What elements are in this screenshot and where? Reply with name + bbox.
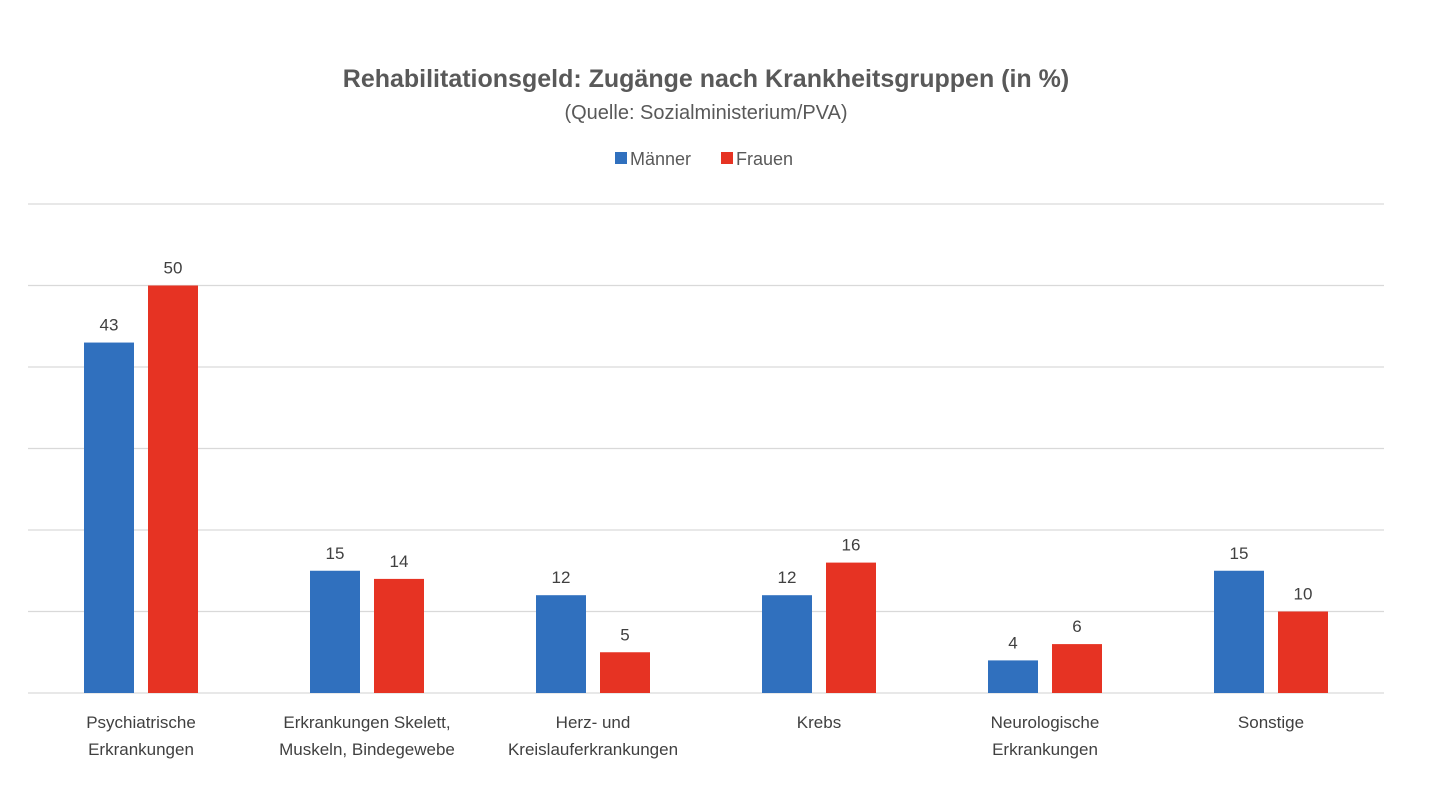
bar-frauen-0 bbox=[148, 285, 198, 693]
bar-männer-2 bbox=[536, 595, 586, 693]
data-label: 4 bbox=[1008, 633, 1017, 652]
category-label: Psychiatrische bbox=[86, 713, 196, 732]
legend-item-männer: Männer bbox=[615, 149, 691, 169]
data-label: 43 bbox=[100, 316, 119, 335]
data-label: 14 bbox=[390, 552, 409, 571]
category-label: Erkrankungen bbox=[88, 740, 194, 759]
category-label: Sonstige bbox=[1238, 713, 1304, 732]
data-label: 5 bbox=[620, 625, 629, 644]
data-label: 10 bbox=[1294, 585, 1313, 604]
gridlines bbox=[28, 203, 1384, 694]
category-label: Erkrankungen bbox=[992, 740, 1098, 759]
bar-männer-1 bbox=[310, 570, 360, 693]
bar-männer-0 bbox=[84, 342, 134, 693]
bar-frauen-4 bbox=[1052, 644, 1102, 693]
legend-swatch bbox=[615, 152, 627, 164]
bar-frauen-5 bbox=[1278, 611, 1328, 693]
category-label: Herz- und bbox=[556, 713, 631, 732]
category-label: Neurologische bbox=[991, 713, 1100, 732]
data-label: 15 bbox=[1230, 544, 1249, 563]
bar-frauen-1 bbox=[374, 578, 424, 693]
data-label: 15 bbox=[326, 544, 345, 563]
legend: Männer Frauen bbox=[615, 149, 793, 169]
bar-männer-5 bbox=[1214, 570, 1264, 693]
legend-label: Männer bbox=[630, 149, 691, 169]
bars: 43 50 15 14 12 5 12 16 4 6 15 10 bbox=[84, 259, 1328, 693]
category-labels: Psychiatrische Erkrankungen Erkrankungen S… bbox=[86, 713, 1304, 759]
data-label: 12 bbox=[552, 568, 571, 587]
chart-title: Rehabilitationsgeld: Zugänge nach Krankh… bbox=[343, 65, 1069, 93]
bar-frauen-3 bbox=[826, 562, 876, 693]
data-label: 6 bbox=[1072, 617, 1081, 636]
bar-männer-4 bbox=[988, 660, 1038, 693]
category-label: Krebs bbox=[797, 713, 841, 732]
data-label: 16 bbox=[842, 536, 861, 555]
category-label: Kreislauferkrankungen bbox=[508, 740, 678, 759]
category-label: Muskeln, Bindegewebe bbox=[279, 740, 455, 759]
legend-swatch bbox=[721, 152, 733, 164]
chart-subtitle: (Quelle: Sozialministerium/PVA) bbox=[564, 102, 847, 124]
category-label: Erkrankungen Skelett, bbox=[283, 713, 450, 732]
data-label: 12 bbox=[778, 568, 797, 587]
legend-item-frauen: Frauen bbox=[721, 149, 793, 169]
bar-frauen-2 bbox=[600, 652, 650, 693]
data-label: 50 bbox=[164, 259, 183, 278]
legend-label: Frauen bbox=[736, 149, 793, 169]
bar-männer-3 bbox=[762, 595, 812, 693]
